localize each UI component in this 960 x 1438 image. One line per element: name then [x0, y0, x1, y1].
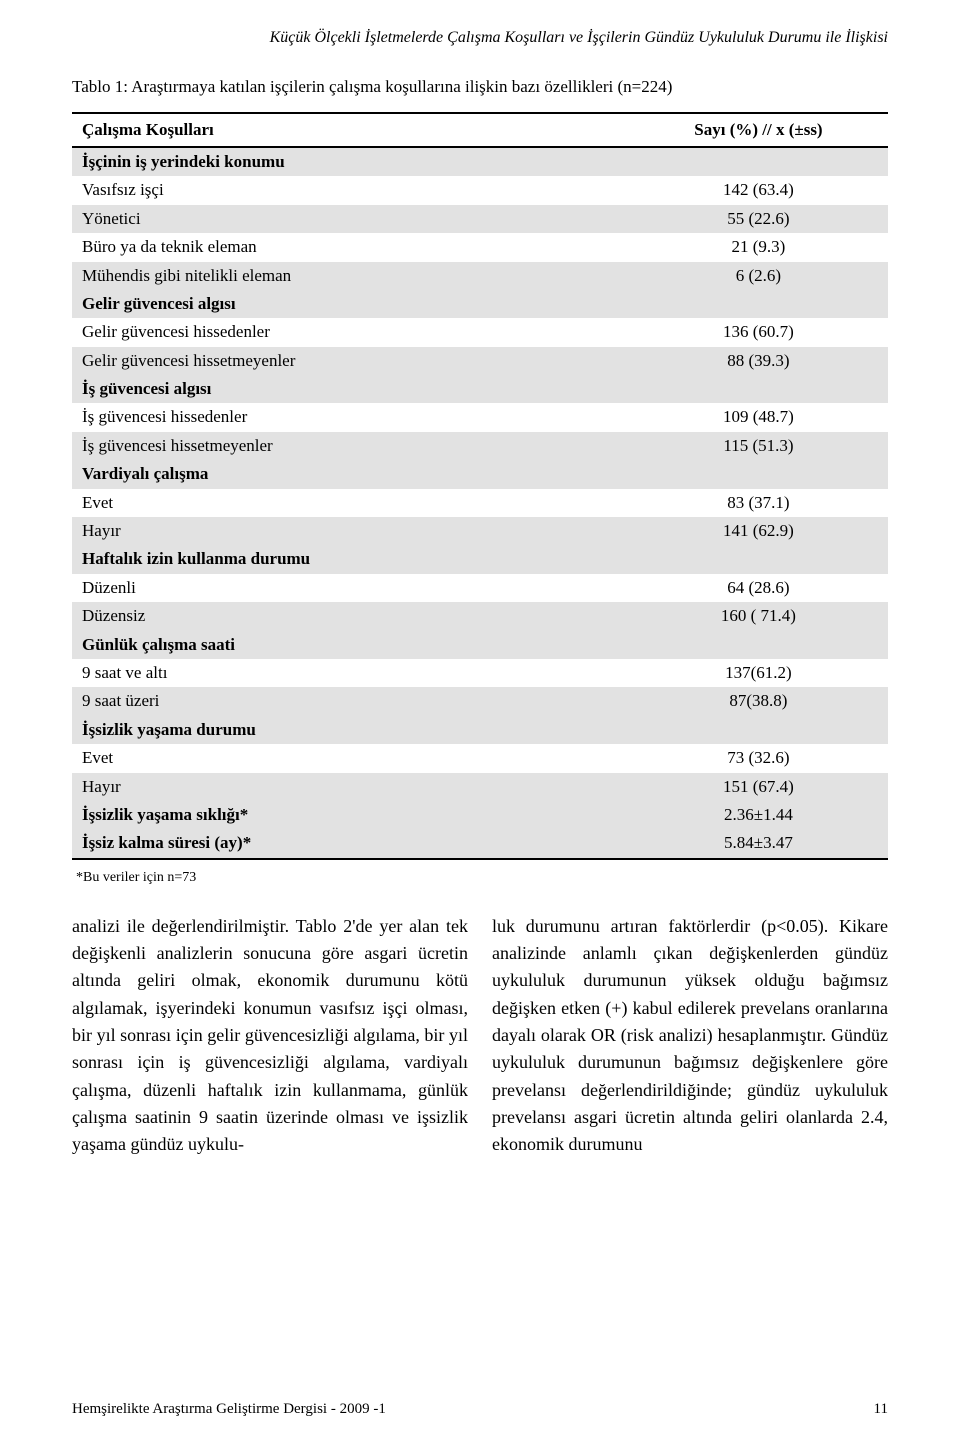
body-col-left: analizi ile değerlendirilmiştir. Tablo 2…: [72, 913, 468, 1159]
journal-name: Hemşirelikte Araştırma Geliştirme Dergis…: [72, 1400, 386, 1418]
row-label: Hayır: [72, 517, 627, 545]
row-value: 87(38.8): [627, 687, 888, 715]
section-income-security: Gelir güvencesi algısı: [72, 290, 888, 318]
section-title: Günlük çalışma saati: [72, 631, 888, 659]
page: Küçük Ölçekli İşletmelerde Çalışma Koşul…: [0, 0, 960, 1438]
row-value: 55 (22.6): [627, 205, 888, 233]
table-row: Hayır 151 (67.4): [72, 773, 888, 801]
table-row: Büro ya da teknik eleman 21 (9.3): [72, 233, 888, 261]
row-label: Gelir güvencesi hissedenler: [72, 318, 627, 346]
section-job-security: İş güvencesi algısı: [72, 375, 888, 403]
row-unemployment-freq: İşsizlik yaşama sıklığı* 2.36±1.44: [72, 801, 888, 829]
table-row: 9 saat üzeri 87(38.8): [72, 687, 888, 715]
row-unemployment-duration: İşsiz kalma süresi (ay)* 5.84±3.47: [72, 829, 888, 858]
table-row: Evet 83 (37.1): [72, 489, 888, 517]
row-label: Evet: [72, 489, 627, 517]
row-label: Büro ya da teknik eleman: [72, 233, 627, 261]
row-value: 6 (2.6): [627, 262, 888, 290]
row-label: Mühendis gibi nitelikli eleman: [72, 262, 627, 290]
row-value: 109 (48.7): [627, 403, 888, 431]
table-row: Yönetici 55 (22.6): [72, 205, 888, 233]
page-footer: Hemşirelikte Araştırma Geliştirme Dergis…: [72, 1400, 888, 1418]
section-title: Vardiyalı çalışma: [72, 460, 888, 488]
row-label: Yönetici: [72, 205, 627, 233]
section-title: Haftalık izin kullanma durumu: [72, 545, 888, 573]
section-daily-hours: Günlük çalışma saati: [72, 631, 888, 659]
row-value: 83 (37.1): [627, 489, 888, 517]
table-row: Gelir güvencesi hissedenler 136 (60.7): [72, 318, 888, 346]
table-row: 9 saat ve altı 137(61.2): [72, 659, 888, 687]
table-row: Vasıfsız işçi 142 (63.4): [72, 176, 888, 204]
row-label: Düzenli: [72, 574, 627, 602]
section-title: Gelir güvencesi algısı: [72, 290, 888, 318]
row-value: 5.84±3.47: [627, 829, 888, 858]
page-number: 11: [874, 1400, 888, 1418]
row-label: Düzensiz: [72, 602, 627, 630]
body-col-right: luk durumunu artıran faktörlerdir (p<0.0…: [492, 913, 888, 1159]
body-columns: analizi ile değerlendirilmiştir. Tablo 2…: [72, 913, 888, 1159]
row-label: Evet: [72, 744, 627, 772]
table-footnote: *Bu veriler için n=73: [76, 870, 888, 887]
row-value: 64 (28.6): [627, 574, 888, 602]
row-label: Vasıfsız işçi: [72, 176, 627, 204]
table-row: Düzensiz 160 ( 71.4): [72, 602, 888, 630]
section-shift-work: Vardiyalı çalışma: [72, 460, 888, 488]
row-value: 160 ( 71.4): [627, 602, 888, 630]
row-label: Gelir güvencesi hissetmeyenler: [72, 347, 627, 375]
table-row: İş güvencesi hissetmeyenler 115 (51.3): [72, 432, 888, 460]
table-caption: Tablo 1: Araştırmaya katılan işçilerin ç…: [72, 77, 888, 97]
row-value: 136 (60.7): [627, 318, 888, 346]
table-header-row: Çalışma Koşulları Sayı (%) // x (±ss): [72, 113, 888, 147]
header-left: Çalışma Koşulları: [72, 113, 627, 147]
row-label: İşsizlik yaşama sıklığı*: [72, 801, 627, 829]
section-title: İşçinin iş yerindeki konumu: [72, 147, 888, 176]
section-unemployment: İşsizlik yaşama durumu: [72, 716, 888, 744]
table-row: Mühendis gibi nitelikli eleman 6 (2.6): [72, 262, 888, 290]
table-row: Evet 73 (32.6): [72, 744, 888, 772]
row-label: İş güvencesi hissedenler: [72, 403, 627, 431]
table-row: Hayır 141 (62.9): [72, 517, 888, 545]
row-label: Hayır: [72, 773, 627, 801]
row-value: 137(61.2): [627, 659, 888, 687]
section-title: İşsizlik yaşama durumu: [72, 716, 888, 744]
section-weekly-leave: Haftalık izin kullanma durumu: [72, 545, 888, 573]
table-row: Gelir güvencesi hissetmeyenler 88 (39.3): [72, 347, 888, 375]
row-value: 115 (51.3): [627, 432, 888, 460]
row-value: 2.36±1.44: [627, 801, 888, 829]
row-label: İş güvencesi hissetmeyenler: [72, 432, 627, 460]
header-right: Sayı (%) // x (±ss): [627, 113, 888, 147]
row-value: 21 (9.3): [627, 233, 888, 261]
running-head: Küçük Ölçekli İşletmelerde Çalışma Koşul…: [72, 28, 888, 47]
row-label: 9 saat ve altı: [72, 659, 627, 687]
table-row: İş güvencesi hissedenler 109 (48.7): [72, 403, 888, 431]
table-row: Düzenli 64 (28.6): [72, 574, 888, 602]
section-title: İş güvencesi algısı: [72, 375, 888, 403]
table-1: Çalışma Koşulları Sayı (%) // x (±ss) İş…: [72, 112, 888, 860]
row-value: 141 (62.9): [627, 517, 888, 545]
row-value: 88 (39.3): [627, 347, 888, 375]
row-value: 142 (63.4): [627, 176, 888, 204]
row-label: İşsiz kalma süresi (ay)*: [72, 829, 627, 858]
row-value: 73 (32.6): [627, 744, 888, 772]
row-value: 151 (67.4): [627, 773, 888, 801]
section-position: İşçinin iş yerindeki konumu: [72, 147, 888, 176]
row-label: 9 saat üzeri: [72, 687, 627, 715]
